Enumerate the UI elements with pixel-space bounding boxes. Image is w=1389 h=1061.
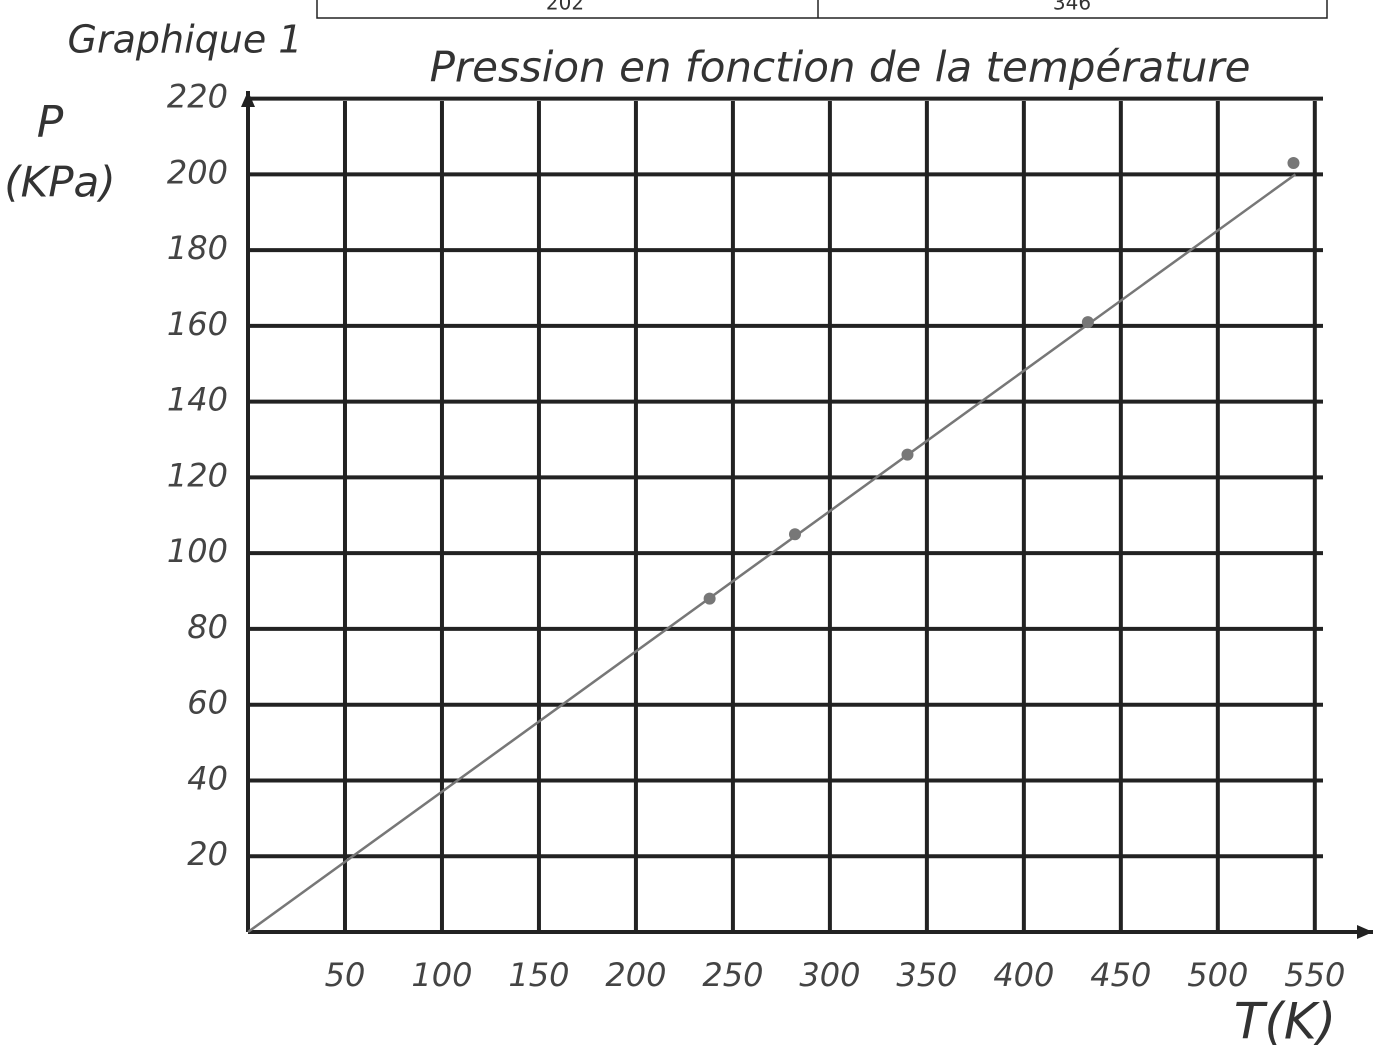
y-tick-label: 220 [167,78,228,116]
chart: 202 346 Graphique 1 Pression en fonction… [0,0,1389,1061]
y-tick-label: 60 [187,684,228,722]
x-tick-label: 300 [799,956,860,994]
x-tick-label: 100 [411,956,472,994]
data-point [789,528,801,540]
y-tick-label: 160 [167,305,228,343]
data-point [1287,157,1299,169]
y-tick-label: 20 [187,835,228,873]
y-tick-label: 200 [167,153,228,191]
y-tick-label: 120 [167,456,228,494]
table-cell: 202 [546,0,584,15]
y-axis-symbol: P [37,97,64,148]
chart-label: Graphique 1 [68,18,303,62]
data-point [901,449,913,461]
y-tick-label: 80 [187,608,228,646]
x-tick-label: 550 [1284,956,1345,994]
x-tick-label: 50 [325,956,366,994]
y-tick-label: 180 [167,229,228,267]
y-axis-unit: (KPa) [4,158,115,207]
x-tick-label: 350 [896,956,957,994]
x-tick-label: 150 [508,956,569,994]
chart-title: Pression en fonction de la température [430,43,1251,92]
x-tick-label: 450 [1090,956,1151,994]
x-axis-arrow [1357,925,1373,939]
x-tick-label: 500 [1187,956,1248,994]
table-fragment [317,0,1327,18]
table-cell: 346 [1053,0,1091,15]
y-tick-label: 100 [167,532,228,570]
x-tick-label: 250 [702,956,763,994]
y-tick-label: 40 [187,759,228,797]
data-point [704,593,716,605]
x-axis-label: T(K) [1234,993,1336,1051]
x-tick-label: 400 [993,956,1054,994]
data-point [1082,316,1094,328]
y-tick-label: 140 [167,381,228,419]
x-tick-label: 200 [605,956,666,994]
